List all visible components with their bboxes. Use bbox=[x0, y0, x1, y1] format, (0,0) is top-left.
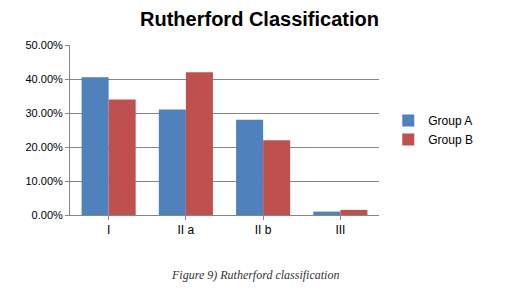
svg-text:II a: II a bbox=[178, 223, 195, 237]
svg-text:Rutherford Classification: Rutherford Classification bbox=[140, 8, 379, 30]
svg-text:II b: II b bbox=[255, 223, 272, 237]
svg-text:I: I bbox=[107, 223, 110, 237]
svg-text:30.00%: 30.00% bbox=[25, 107, 63, 119]
svg-text:Group B: Group B bbox=[428, 133, 473, 147]
svg-text:0.00%: 0.00% bbox=[32, 209, 63, 221]
svg-text:10.00%: 10.00% bbox=[25, 175, 63, 187]
svg-text:Figure 9) Rutherford classific: Figure 9) Rutherford classification bbox=[171, 268, 339, 282]
svg-text:Group A: Group A bbox=[428, 114, 472, 128]
svg-text:40.00%: 40.00% bbox=[25, 73, 63, 85]
svg-text:III: III bbox=[335, 223, 345, 237]
svg-text:50.00%: 50.00% bbox=[25, 39, 63, 51]
svg-text:20.00%: 20.00% bbox=[25, 141, 63, 153]
